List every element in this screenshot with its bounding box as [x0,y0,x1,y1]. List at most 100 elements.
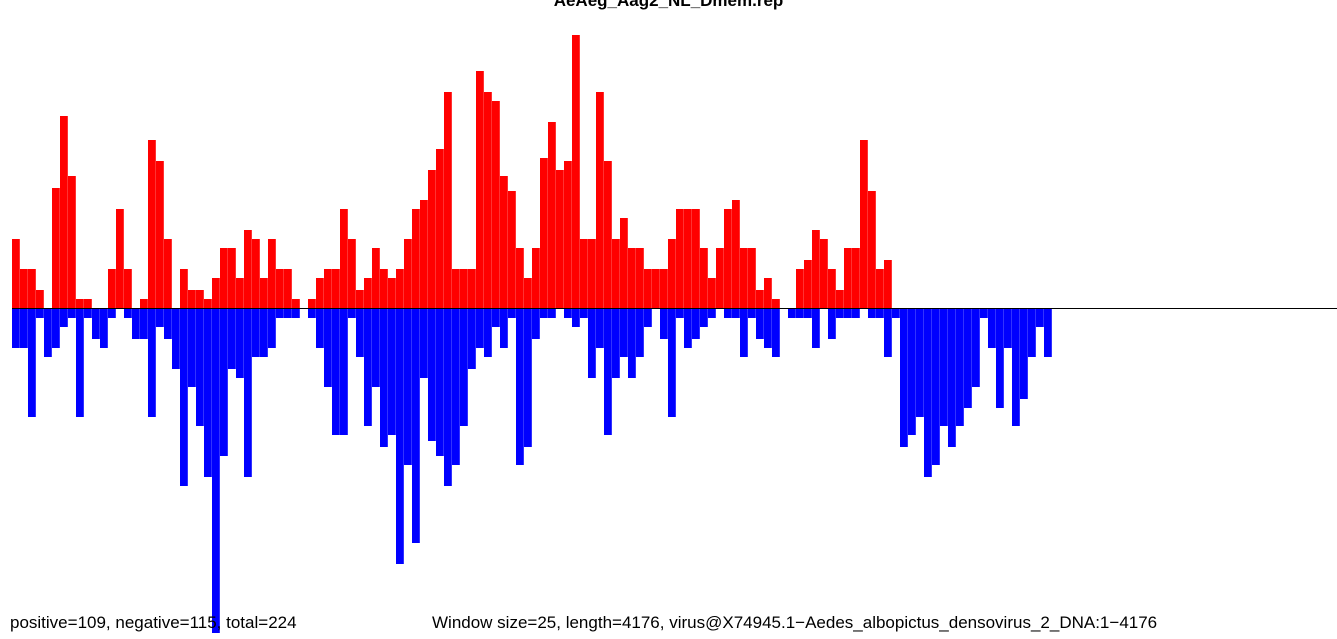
positive-bar [108,269,116,308]
negative-bar [964,309,972,408]
negative-bar [44,309,52,357]
positive-bar [52,188,60,308]
positive-bar [364,278,372,308]
negative-bar [340,309,348,435]
negative-bar [804,309,812,318]
positive-bar [636,248,644,308]
negative-bar [284,309,292,318]
negative-bar [452,309,460,465]
negative-bar [420,309,428,378]
negative-bar [836,309,844,318]
positive-bar [868,191,876,308]
negative-bar [28,309,36,417]
positive-bar [140,299,148,308]
positive-bar [76,299,84,308]
positive-bar [356,290,364,308]
negative-bar [916,309,924,417]
negative-bar [220,309,228,456]
positive-bar [852,248,860,308]
positive-bar [260,278,268,308]
positive-bar [332,269,340,308]
positive-bar [492,101,500,308]
positive-bar [876,269,884,308]
positive-bar [812,230,820,308]
positive-bar [660,269,668,308]
positive-bar [284,269,292,308]
negative-bar [84,309,92,318]
negative-bar [516,309,524,465]
negative-bar [244,309,252,477]
positive-bar [404,239,412,308]
negative-bar [740,309,748,357]
negative-bar [388,309,396,435]
positive-bar [236,278,244,308]
positive-bar [612,239,620,308]
positive-bar [84,299,92,308]
negative-bar [788,309,796,318]
positive-bar [748,248,756,308]
negative-bar [436,309,444,456]
positive-bar [412,209,420,308]
negative-bar [20,309,28,348]
positive-bar [156,161,164,308]
negative-bar [364,309,372,426]
positive-bar [340,209,348,308]
negative-bar [12,309,20,348]
positive-bar [860,140,868,308]
negative-bar [124,309,132,318]
negative-bar [732,309,740,318]
negative-bar [668,309,676,417]
positive-bar [500,176,508,308]
negative-bar [156,309,164,327]
negative-bar [884,309,892,357]
negative-bar [76,309,84,417]
negative-bar [1036,309,1044,327]
negative-bar [404,309,412,465]
negative-bar [572,309,580,327]
negative-bar [100,309,108,348]
negative-bar [868,309,876,318]
positive-bar [628,248,636,308]
positive-bar [724,209,732,308]
positive-bar [508,191,516,308]
negative-bar [148,309,156,417]
positive-bar [68,176,76,308]
negative-bar [444,309,452,486]
positive-bar [420,200,428,308]
negative-bar [588,309,596,378]
negative-bar [508,309,516,318]
positive-bar [532,248,540,308]
negative-bar [108,309,116,318]
positive-bar [764,278,772,308]
negative-bar [468,309,476,369]
positive-bar [116,209,124,308]
positive-bar [276,269,284,308]
negative-bar [756,309,764,339]
positive-bar [36,290,44,308]
negative-bar [492,309,500,327]
negative-bar [708,309,716,318]
negative-bar [948,309,956,447]
positive-bar [572,35,580,308]
negative-bar [796,309,804,318]
positive-bar [548,122,556,308]
positive-bar [60,116,68,308]
positive-bar [804,260,812,308]
positive-bar [828,269,836,308]
positive-bar [700,248,708,308]
negative-bar [828,309,836,339]
negative-bar [324,309,332,387]
negative-bar [252,309,260,357]
negative-bar [204,309,212,477]
positive-bar [524,278,532,308]
positive-bar [204,299,212,308]
positive-bar [588,239,596,308]
negative-bar [684,309,692,348]
negative-bar [844,309,852,318]
positive-bar [708,278,716,308]
negative-bar [396,309,404,564]
positive-bar [380,269,388,308]
positive-bar [252,239,260,308]
negative-bar [268,309,276,348]
positive-bar [460,269,468,308]
